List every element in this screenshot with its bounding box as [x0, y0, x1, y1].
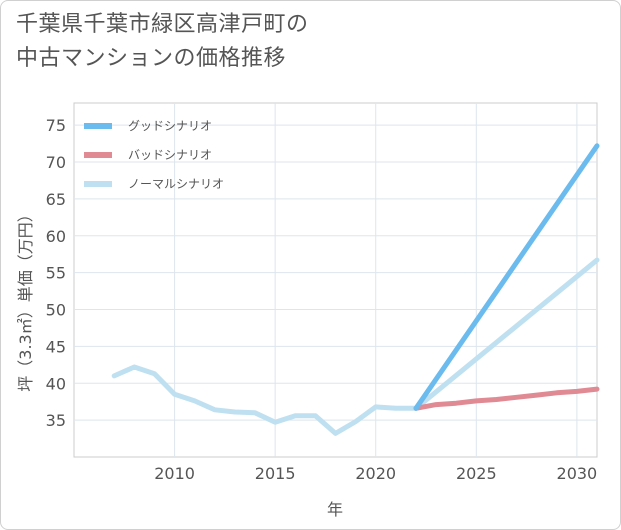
- good-scenario-line: [413, 143, 600, 411]
- x-axis-label: 年: [327, 500, 343, 519]
- y-tick-label: 65: [46, 190, 66, 209]
- y-tick-label: 35: [46, 411, 66, 430]
- y-axis-label: 坪（3.3㎡）単価（万円）: [16, 206, 35, 391]
- x-tick-label: 2015: [255, 464, 296, 483]
- grid-lines: [74, 103, 597, 457]
- y-tick-label: 55: [46, 264, 66, 283]
- bad-scenario-line: [413, 386, 600, 411]
- y-tick-labels: 35 40 45 50 55 60 65 70 75: [46, 116, 66, 430]
- normal-scenario-legend-label: ノーマルシナリオ: [128, 177, 224, 191]
- chart-title: 千葉県千葉市緑区高津戸町の 中古マンションの価格推移: [16, 8, 309, 76]
- chart-title-line-2: 中古マンションの価格推移: [16, 46, 287, 71]
- y-tick-label: 50: [46, 301, 66, 320]
- series-lines: [111, 143, 600, 436]
- x-tick-label: 2030: [557, 464, 598, 483]
- y-tick-label: 75: [46, 116, 66, 135]
- history-line: [111, 364, 419, 436]
- y-tick-label: 60: [46, 227, 66, 246]
- y-tick-label: 40: [46, 374, 66, 393]
- x-tick-label: 2010: [154, 464, 195, 483]
- chart-title-line-1: 千葉県千葉市緑区高津戸町の: [16, 12, 309, 37]
- bad-scenario-legend-label: バッドシナリオ: [128, 148, 212, 162]
- good-scenario-legend-label: グッドシナリオ: [128, 119, 212, 133]
- x-tick-labels: 2010 2015 2020 2025 2030: [154, 464, 597, 483]
- x-tick-label: 2020: [355, 464, 396, 483]
- y-tick-label: 70: [46, 153, 66, 172]
- y-tick-label: 45: [46, 337, 66, 356]
- x-tick-label: 2025: [456, 464, 497, 483]
- normal-scenario-line: [413, 257, 600, 411]
